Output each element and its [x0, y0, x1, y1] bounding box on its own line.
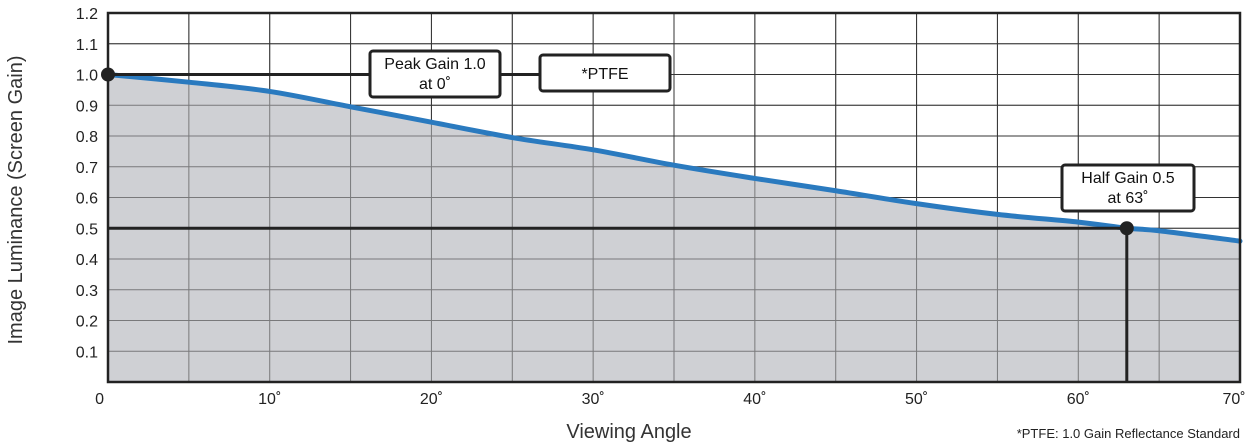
y-tick-label: 1.2 — [76, 6, 98, 23]
x-tick-label: 0 — [95, 391, 104, 408]
ptfe-annotation: *PTFE — [538, 53, 672, 93]
y-tick-label: 0.1 — [76, 344, 98, 361]
x-axis-ticks: 0 10˚ 20˚ 30˚ 40˚ 50˚ 60˚ 70˚ — [95, 391, 1245, 408]
peak-gain-label-line2: at 0˚ — [419, 76, 451, 93]
x-tick-label: 70˚ — [1222, 391, 1245, 408]
x-tick-label: 50˚ — [905, 391, 928, 408]
y-tick-label: 0.9 — [76, 98, 98, 115]
half-gain-label-line1: Half Gain 0.5 — [1081, 170, 1174, 187]
peak-gain-label-line1: Peak Gain 1.0 — [384, 56, 486, 73]
x-axis-title: Viewing Angle — [566, 421, 691, 443]
plot-frame — [106, 11, 1242, 384]
x-tick-label: 60˚ — [1067, 391, 1090, 408]
y-tick-label: 0.4 — [76, 252, 98, 269]
peak-gain-annotation: Peak Gain 1.0 at 0˚ — [368, 49, 502, 99]
y-tick-label: 0.5 — [76, 221, 98, 238]
half-gain-annotation: Half Gain 0.5 at 63˚ — [1060, 163, 1196, 213]
x-tick-label: 40˚ — [743, 391, 766, 408]
y-tick-label: 0.8 — [76, 129, 98, 146]
footnote: *PTFE: 1.0 Gain Reflectance Standard — [1017, 426, 1240, 441]
y-tick-label: 0.6 — [76, 191, 98, 208]
y-tick-label: 0.3 — [76, 283, 98, 300]
peak-gain-marker — [101, 67, 115, 82]
ptfe-label: *PTFE — [581, 66, 628, 83]
x-tick-label: 30˚ — [582, 391, 605, 408]
y-tick-label: 1.1 — [76, 37, 98, 54]
y-axis-ticks: 0.1 0.2 0.3 0.4 0.5 0.6 0.7 0.8 0.9 1.0 1.1 1.2 — [76, 6, 98, 361]
half-gain-label-line2: at 63˚ — [1108, 190, 1149, 207]
x-tick-label: 20˚ — [420, 391, 443, 408]
y-tick-label: 0.7 — [76, 160, 98, 177]
y-tick-label: 1.0 — [76, 68, 98, 85]
series-line — [105, 72, 1243, 244]
y-tick-label: 0.2 — [76, 314, 98, 331]
y-axis-title: Image Luminance (Screen Gain) — [5, 55, 27, 344]
x-tick-label: 10˚ — [258, 391, 281, 408]
half-gain-marker — [1119, 221, 1134, 236]
